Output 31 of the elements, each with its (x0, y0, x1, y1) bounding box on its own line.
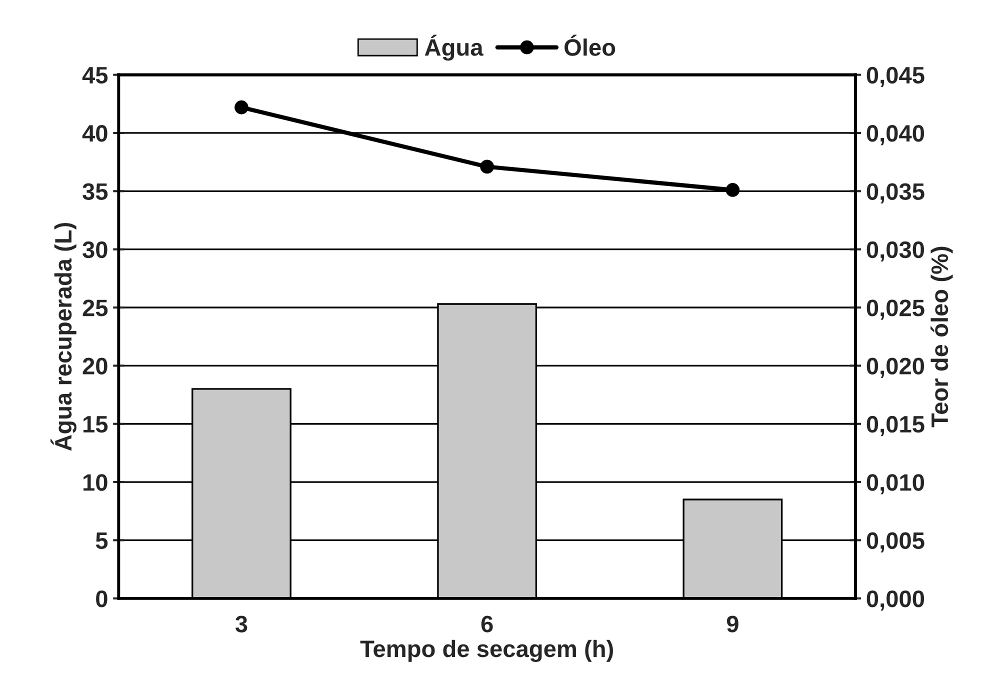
point (480, 160, 494, 174)
x-axis-title: Tempo de secagem (h) (360, 640, 613, 662)
y-tick-label: 25 (82, 300, 108, 316)
y2-tick-label: 0,030 (866, 241, 924, 262)
x-tick-label: 6 (481, 616, 493, 632)
y2-tick-label: 0,025 (866, 300, 924, 320)
y2-tick-label: 0,005 (866, 532, 924, 552)
legend-label: Óleo (564, 34, 616, 56)
y2-tick-label: 0,010 (866, 474, 924, 494)
y-tick-label: 40 (82, 125, 108, 142)
y2-tick-label: 0,020 (866, 358, 924, 378)
y-tick-label: 45 (82, 67, 108, 84)
y-tick-label: 15 (83, 416, 108, 433)
y2-tick-label: 0,040 (866, 125, 924, 146)
y2-tick-label: 0,045 (866, 66, 924, 88)
y-tick-label: 0 (96, 590, 108, 608)
y-axis-title: Água recuperada (L) (50, 222, 76, 451)
y-tick-label: 5 (96, 532, 108, 550)
y2-tick-label: 0,000 (866, 590, 924, 611)
y-tick-label: 30 (82, 241, 108, 258)
y2-tick-label: 0,015 (866, 416, 924, 436)
y-tick-label: 20 (82, 358, 108, 374)
y2-axis-title: Teor de óleo (%) (930, 246, 953, 428)
y-tick-label: 35 (82, 183, 108, 200)
legend-label: Água (424, 34, 484, 61)
x-tick-label: 9 (726, 616, 738, 632)
point (234, 100, 248, 114)
y-tick-label: 10 (83, 474, 108, 491)
y2-tick-label: 0,035 (866, 183, 924, 204)
point (726, 183, 740, 197)
x-tick-label: 3 (235, 616, 248, 632)
